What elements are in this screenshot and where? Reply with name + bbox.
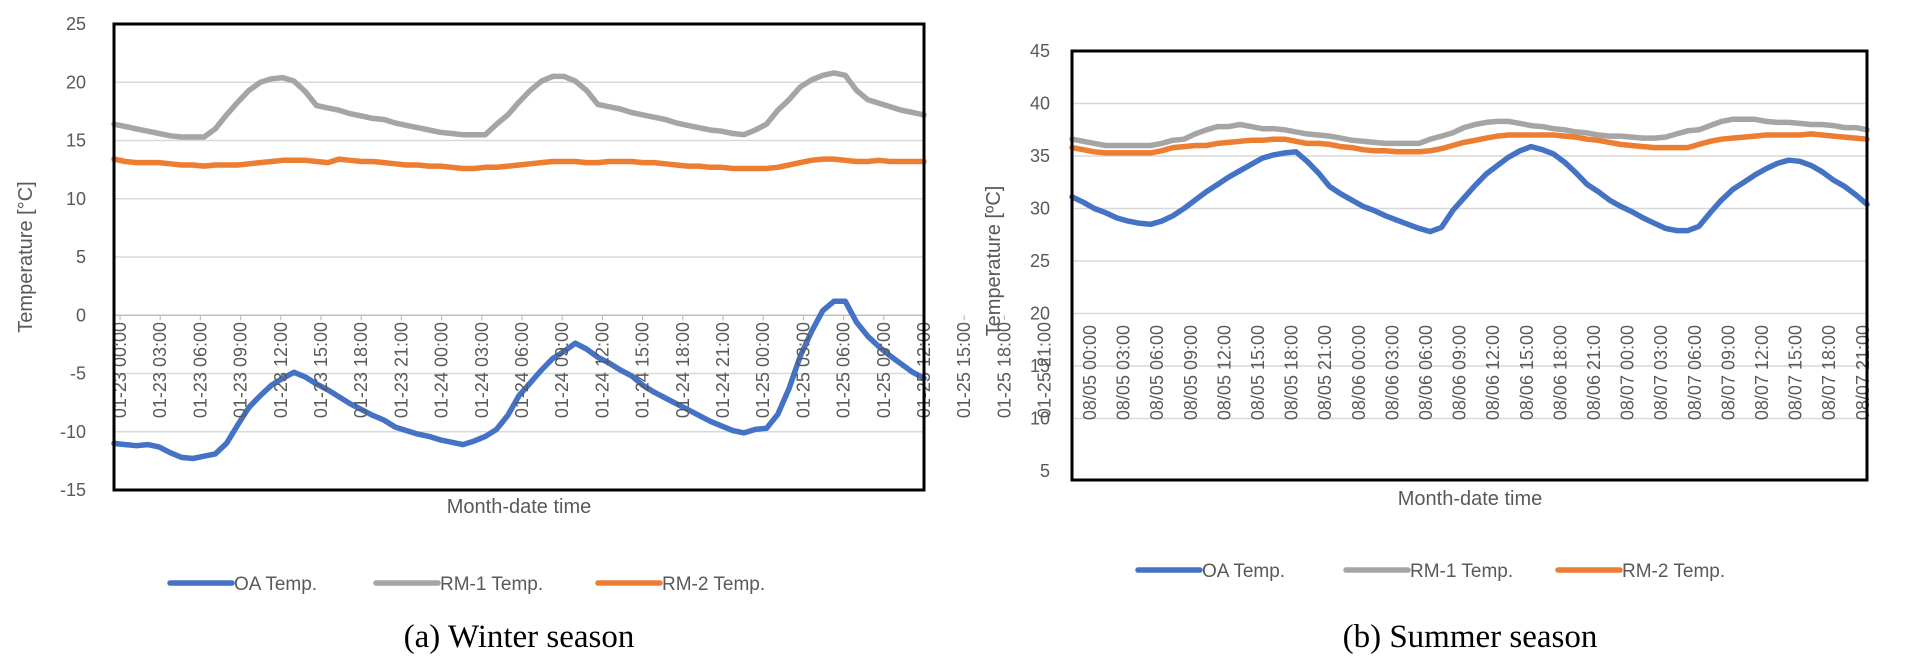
x-tick-label: 01-24 00:00: [432, 322, 452, 418]
x-tick-label: 01-24 18:00: [673, 322, 693, 418]
x-tick-label: 01-25 00:00: [753, 322, 773, 418]
x-tick-label: 01-25 21:00: [1035, 322, 1055, 418]
y-tick-label: 35: [1030, 146, 1050, 166]
y-axis-title: Temperature [°C]: [15, 181, 37, 332]
x-tick-label: 08/07 21:00: [1853, 325, 1873, 420]
x-tick-label: 08/05 06:00: [1147, 325, 1167, 420]
y-tick-label: 10: [1030, 409, 1050, 429]
y-tick-label: 25: [1030, 251, 1050, 271]
x-tick-label: 08/06 03:00: [1382, 325, 1402, 420]
x-tick-label: 08/06 15:00: [1517, 325, 1537, 420]
y-tick-label: 15: [1030, 356, 1050, 376]
x-tick-label: 01-25 18:00: [994, 322, 1014, 418]
plot-frame: [112, 22, 926, 492]
series-line-oa-temp: [111, 298, 927, 462]
x-tick-label: 08/07 06:00: [1685, 325, 1705, 420]
x-tick-label: 01-25 06:00: [834, 322, 854, 418]
y-axis-title: Temperature [ºC]: [983, 186, 1005, 337]
x-tick-label: 01-23 18:00: [351, 322, 371, 418]
x-tick-label: 01-23 15:00: [311, 322, 331, 418]
x-tick-label: 01-24 03:00: [472, 322, 492, 418]
summer-chart: 45 40 35 30 25 20 15 10 5 08/05 00:00 08/05 03:00 0…: [983, 41, 1873, 655]
legend-label: RM-2 Temp.: [1622, 561, 1725, 582]
x-tick-label: 01-25 09:00: [874, 322, 894, 418]
x-tick-label: 08/06 00:00: [1349, 325, 1369, 420]
series-line-oa-temp: [1069, 143, 1870, 235]
x-tick-label: 08/05 18:00: [1282, 325, 1302, 420]
figure-caption: (b) Summer season: [1343, 619, 1598, 655]
x-tick-label: 08/05 12:00: [1214, 325, 1234, 420]
x-tick-label: 01-24 06:00: [512, 322, 532, 418]
y-tick-label: 20: [1030, 304, 1050, 324]
x-tick-label: 01-24 21:00: [713, 322, 733, 418]
x-tick-label: 08/06 06:00: [1416, 325, 1436, 420]
series-line-rm-2-temp: [111, 156, 927, 172]
x-tick-label: 01-25 15:00: [954, 322, 974, 418]
y-tick-label: -15: [60, 480, 86, 500]
legend: OA Temp. RM-1 Temp. RM-2 Temp.: [1135, 561, 1725, 582]
y-tick-label: 10: [66, 189, 86, 209]
x-tick-label: 08/05 03:00: [1114, 325, 1134, 420]
x-tick-label: 01-24 12:00: [592, 322, 612, 418]
series-line-rm-2-temp: [1069, 131, 1870, 156]
x-tick-label: 01-23 21:00: [391, 322, 411, 418]
x-tick-label: 08/07 00:00: [1618, 325, 1638, 420]
x-tick-label: 08/06 09:00: [1450, 325, 1470, 420]
x-tick-label: 01-24 15:00: [633, 322, 653, 418]
y-tick-label: 30: [1030, 199, 1050, 219]
legend-label: RM-1 Temp.: [440, 574, 543, 595]
legend: OA Temp. RM-1 Temp. RM-2 Temp.: [167, 574, 765, 595]
x-tick-label: 08/07 09:00: [1718, 325, 1738, 420]
legend-label: OA Temp.: [1202, 561, 1285, 582]
x-tick-label: 08/05 15:00: [1248, 325, 1268, 420]
x-axis-title: Month-date time: [1398, 488, 1543, 510]
x-tick-label: 08/05 21:00: [1315, 325, 1335, 420]
figure-caption: (a) Winter season: [404, 619, 635, 655]
legend-label: OA Temp.: [234, 574, 317, 595]
x-tick-label: 01-23 03:00: [150, 322, 170, 418]
x-tick-label: 01-23 09:00: [231, 322, 251, 418]
y-tick-label: 15: [66, 131, 86, 151]
x-tick-label: 08/06 18:00: [1550, 325, 1570, 420]
x-tick-label: 08/06 21:00: [1584, 325, 1604, 420]
plot-frame: [1070, 49, 1869, 482]
x-tick-label: 08/07 03:00: [1651, 325, 1671, 420]
y-tick-label: 0: [76, 305, 86, 325]
x-tick-label: 01-24 09:00: [552, 322, 572, 418]
series-line-rm-1-temp: [1069, 116, 1870, 149]
y-tick-label: 40: [1030, 94, 1050, 114]
legend-label: RM-1 Temp.: [1410, 561, 1513, 582]
x-tick-label: 08/05 09:00: [1181, 325, 1201, 420]
y-tick-label: 45: [1030, 41, 1050, 61]
x-axis-title: Month-date time: [447, 496, 592, 518]
y-tick-label: 5: [76, 247, 86, 267]
series-line-rm-1-temp: [111, 70, 927, 140]
y-tick-label: -10: [60, 422, 86, 442]
x-tick-label: 01-23 06:00: [190, 322, 210, 418]
y-tick-label: -5: [70, 364, 86, 384]
x-tick-label: 08/05 00:00: [1080, 325, 1100, 420]
x-tick-label: 01-23 12:00: [271, 322, 291, 418]
y-tick-label: 25: [66, 14, 86, 34]
x-tick-label: 08/07 15:00: [1786, 325, 1806, 420]
x-tick-label: 01-25 03:00: [793, 322, 813, 418]
y-tick-label: 5: [1040, 461, 1050, 481]
y-tick-label: 20: [66, 72, 86, 92]
x-tick-label: 08/06 12:00: [1483, 325, 1503, 420]
x-tick-label: 08/07 18:00: [1819, 325, 1839, 420]
x-tick-label: 08/07 12:00: [1752, 325, 1772, 420]
legend-label: RM-2 Temp.: [662, 574, 765, 595]
